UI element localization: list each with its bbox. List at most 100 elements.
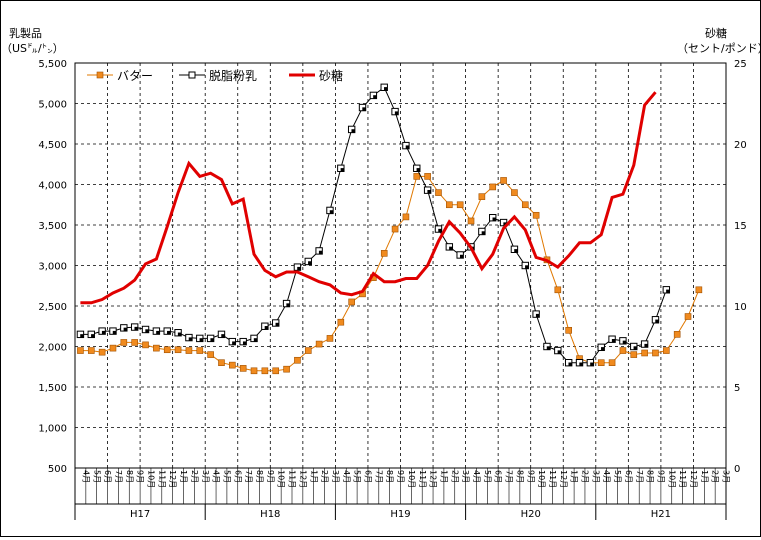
month-label: 11月 — [418, 470, 427, 488]
skim-milk-powder-point-shade — [514, 249, 518, 253]
legend-marker-skim-milk-powder — [188, 71, 196, 79]
y-left-tick-label: 4,500 — [38, 140, 67, 151]
butter-point — [218, 359, 225, 367]
butter-point — [174, 346, 182, 354]
month-label: 5月 — [353, 470, 362, 483]
butter-point — [185, 347, 193, 354]
month-label: 1月 — [439, 470, 448, 483]
butter-point — [446, 201, 453, 209]
month-label: 4月 — [212, 470, 221, 483]
butter-point — [532, 211, 540, 219]
y-left-tick-label: 500 — [48, 464, 67, 475]
month-label: 12月 — [298, 470, 307, 488]
skim-milk-powder-point-shade — [427, 189, 431, 194]
butter-point — [695, 286, 703, 294]
butter-point — [456, 201, 464, 209]
butter-point — [120, 339, 128, 346]
y-left-tick-label: 2,000 — [38, 343, 67, 354]
butter-point — [207, 351, 214, 358]
skim-milk-powder-point-shade — [318, 250, 323, 255]
butter-point — [663, 347, 670, 354]
month-label: 1月 — [309, 470, 318, 483]
skim-milk-powder-point-shade — [449, 246, 453, 251]
fiscal-year-label: H18 — [260, 509, 280, 520]
legend: バター 脱脂粉乳 砂糖 — [87, 68, 343, 83]
month-label: 12月 — [168, 470, 177, 488]
month-label: 7月 — [114, 470, 123, 483]
y-right-unit: （セント/ポンド） — [677, 42, 760, 55]
butter-point — [283, 365, 290, 373]
skim-milk-powder-point-shade — [275, 322, 279, 327]
skim-milk-powder-point-shade — [242, 341, 247, 345]
butter-point — [261, 367, 269, 375]
skim-milk-powder-point-shade — [568, 362, 572, 366]
skim-milk-powder-point-shade — [308, 261, 312, 265]
month-label: 6月 — [364, 470, 373, 483]
month-label: 4月 — [342, 470, 351, 483]
y-right-title: 砂糖 — [705, 26, 727, 40]
y-left-unit: （US㌦/㌧） — [1, 42, 64, 55]
skim-milk-powder-point-shade — [394, 111, 399, 115]
y-left-tick-label: 3,500 — [38, 221, 67, 232]
y-left-tick-label: 5,000 — [38, 100, 67, 111]
month-label: 7月 — [505, 470, 514, 483]
butter-point — [402, 213, 410, 221]
month-label: 1月 — [179, 470, 188, 483]
butter-point — [478, 193, 486, 200]
month-label: 4月 — [602, 470, 611, 483]
month-label: 6月 — [103, 470, 112, 483]
butter-point — [413, 173, 421, 180]
skim-milk-powder-point-shade — [481, 231, 486, 235]
butter-point — [77, 347, 84, 354]
y-right-tick-label: 0 — [734, 464, 740, 475]
month-label: 10月 — [147, 470, 156, 488]
butter-point — [489, 183, 497, 191]
legend-label-skim-milk-powder: 脱脂粉乳 — [209, 68, 257, 83]
skim-milk-powder-point-shade — [297, 266, 301, 271]
skim-milk-powder-point-shade — [666, 289, 670, 293]
fiscal-year-label: H20 — [521, 509, 541, 520]
month-label: 8月 — [646, 470, 655, 483]
month-label: 2月 — [581, 470, 590, 483]
skim-milk-powder-point-shade — [459, 254, 464, 259]
y-right-tick-label: 20 — [734, 140, 747, 151]
butter-point — [424, 173, 431, 180]
skim-milk-powder-point-shade — [177, 332, 182, 336]
butter-point — [619, 347, 627, 354]
butter-point — [87, 347, 95, 354]
month-label: 8月 — [515, 470, 524, 483]
skim-milk-powder-point-shade — [91, 334, 95, 338]
month-label: 5月 — [483, 470, 492, 483]
butter-point — [597, 359, 605, 367]
skim-milk-powder-point-shade — [525, 265, 529, 269]
butter-point — [652, 349, 659, 357]
skim-milk-powder-point-shade — [264, 326, 269, 330]
butter-point — [250, 367, 258, 375]
skim-milk-powder-point-shade — [329, 210, 334, 214]
skim-milk-powder-point-shade — [210, 338, 214, 342]
skim-milk-powder-point-shade — [557, 350, 562, 354]
butter-point — [142, 341, 149, 349]
skim-milk-powder-point-shade — [438, 228, 442, 233]
month-label: 6月 — [233, 470, 242, 483]
y-left-tick-label: 4,000 — [38, 181, 67, 192]
skim-milk-powder-point-shade — [611, 339, 616, 343]
y-right-tick-label: 25 — [734, 59, 747, 70]
month-label: 11月 — [157, 470, 166, 488]
skim-milk-powder-point-shade — [622, 340, 627, 345]
butter-point — [511, 189, 518, 196]
butter-point — [630, 351, 638, 358]
month-label: 9月 — [136, 470, 145, 483]
y-left-title: 乳製品 — [9, 26, 42, 40]
month-label: 7月 — [244, 470, 253, 483]
month-label: 1月 — [700, 470, 709, 483]
skim-milk-powder-point-shade — [188, 337, 193, 341]
butter-point — [153, 344, 160, 352]
skim-milk-powder-point-shade — [655, 319, 659, 323]
butter-point — [229, 361, 236, 369]
month-label: 2月 — [450, 470, 459, 483]
skim-milk-powder-point-shade — [156, 330, 160, 335]
butter-point — [294, 356, 301, 364]
month-label: 10月 — [667, 470, 676, 488]
